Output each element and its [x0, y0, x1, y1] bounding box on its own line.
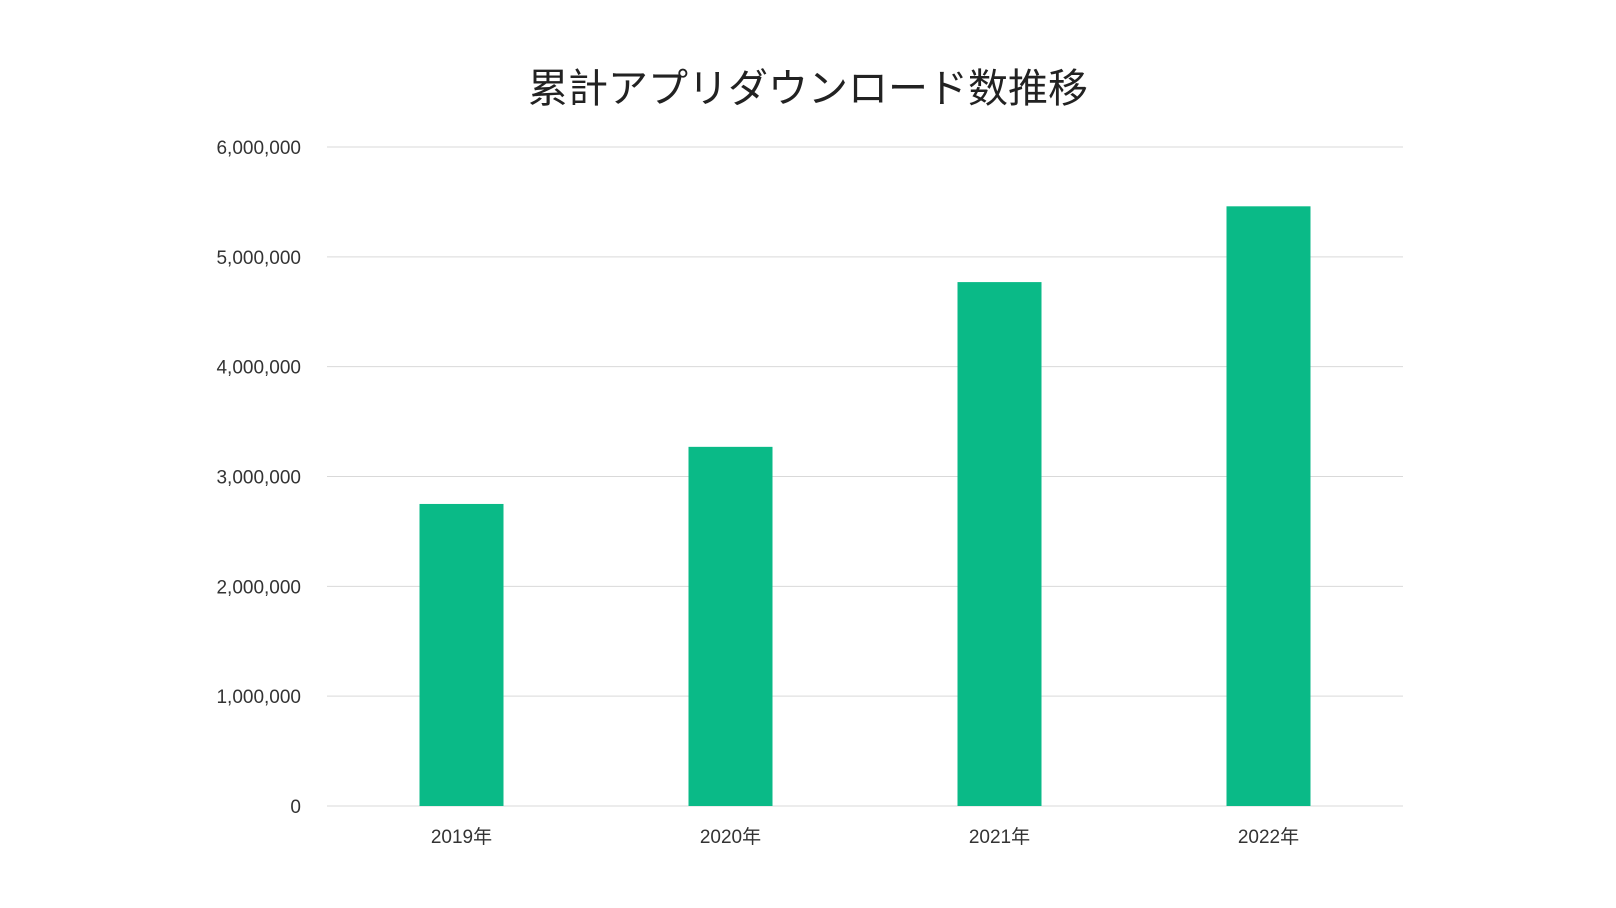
gridlines — [327, 146, 1403, 807]
bar — [419, 503, 504, 806]
y-tick-label: 6,000,000 — [216, 138, 301, 159]
x-tick-label: 2019年 — [431, 826, 492, 848]
y-tick-label: 5,000,000 — [216, 248, 301, 269]
x-tick-label: 2020年 — [700, 826, 761, 848]
y-tick-label: 4,000,000 — [216, 358, 301, 379]
x-tick-label: 2021年 — [969, 826, 1030, 848]
chart-title: 累計アプリダウンロード数推移 — [528, 66, 1088, 112]
bar — [957, 282, 1042, 807]
y-tick-label: 3,000,000 — [216, 468, 301, 489]
bar — [688, 446, 773, 806]
x-axis-tick-labels: 2019年 2020年 2021年 2022年 — [431, 826, 1299, 848]
x-tick-label: 2022年 — [1238, 826, 1299, 848]
y-tick-label: 1,000,000 — [216, 687, 301, 708]
y-tick-label: 0 — [290, 797, 301, 818]
y-tick-label: 2,000,000 — [216, 577, 301, 598]
y-axis-tick-labels: 0 1,000,000 2,000,000 3,000,000 4,000,000 5,0… — [216, 138, 301, 818]
bars — [419, 206, 1311, 807]
bar — [1226, 206, 1311, 806]
